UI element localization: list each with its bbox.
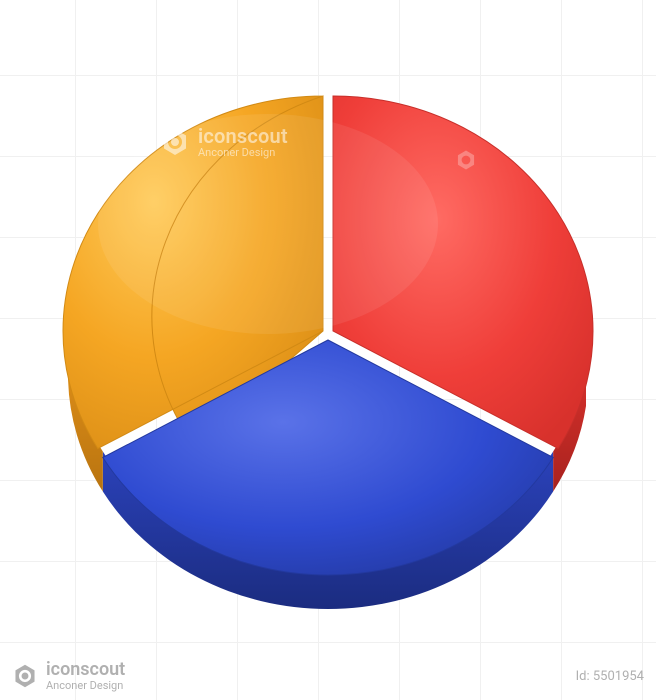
pie-chart-svg: [38, 34, 618, 634]
iconscout-logo-icon: [160, 127, 190, 157]
watermark-brand: iconscout: [198, 125, 288, 147]
watermark-author: Anconer Design: [198, 147, 288, 159]
footer-brand-block: iconscout Anconer Design: [12, 660, 125, 692]
watermark-overlay: iconscout Anconer Design: [160, 125, 288, 159]
preview-canvas: iconscout Anconer Design iconscout Ancon…: [0, 0, 656, 700]
footer-brand: iconscout: [46, 660, 125, 680]
pie-chart-3d: [38, 34, 618, 638]
footer-bar: iconscout Anconer Design Id: 5501954: [0, 660, 656, 692]
footer-id: Id: 5501954: [576, 669, 644, 684]
iconscout-logo-icon: [12, 663, 38, 689]
watermark-ghost-icon: [455, 149, 477, 175]
footer-author: Anconer Design: [46, 680, 125, 692]
